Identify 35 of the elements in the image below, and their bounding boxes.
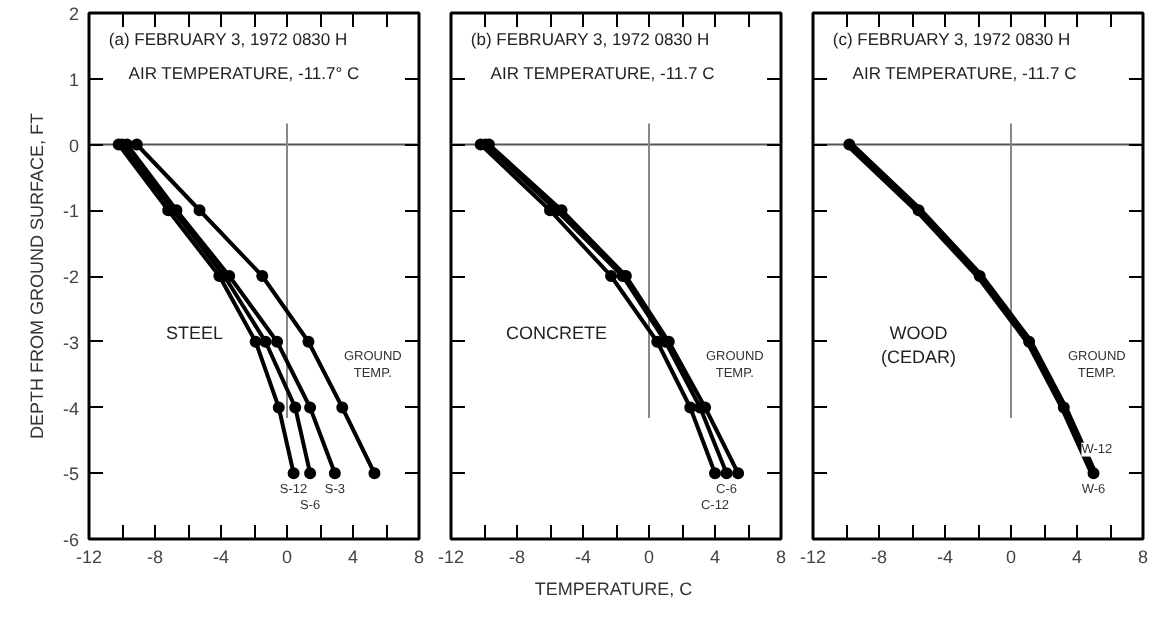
x-tick-label: -12 xyxy=(799,547,827,567)
x-tick-label: -8 xyxy=(509,547,526,567)
x-tick-label: 8 xyxy=(1137,547,1149,567)
x-tick-label: 4 xyxy=(709,547,721,567)
x-tick-label: -12 xyxy=(75,547,103,567)
x-axis-title: TEMPERATURE, C xyxy=(534,579,694,599)
x-tick-label: -4 xyxy=(213,547,230,567)
x-tick-label: -4 xyxy=(937,547,954,567)
x-tick-label: -4 xyxy=(575,547,592,567)
x-tick-label: 4 xyxy=(347,547,359,567)
y-tick-label: -4 xyxy=(63,398,80,419)
x-tick-label: -8 xyxy=(147,547,164,567)
annotation: CONCRETE xyxy=(506,323,608,344)
y-tick-label: -6 xyxy=(63,530,80,550)
x-tick-label: 0 xyxy=(1005,547,1017,567)
x-tick-label: 4 xyxy=(1071,547,1083,567)
x-tick-label: 8 xyxy=(413,547,425,567)
y-tick-label: 1 xyxy=(68,69,80,90)
y-tick-label: -5 xyxy=(63,464,80,485)
text: (c) FEBRUARY 3, 1972 0830 H AIR TEMPERATURE, -11.7 C xyxy=(832,29,1077,84)
y-tick-label: 0 xyxy=(68,135,80,156)
x-tick-label: 0 xyxy=(281,547,293,567)
y-tick-label: -2 xyxy=(63,267,80,287)
x-tick-label: 0 xyxy=(643,547,655,567)
y-tick-label: -1 xyxy=(63,201,80,222)
y-axis-title: DEPTH FROM GROUND SURFACE, FT xyxy=(27,111,47,439)
annotation: STEEL xyxy=(166,323,224,344)
text: (b) FEBRUARY 3, 1972 0830 H AIR TEMPERATURE, -11.7 C xyxy=(470,29,715,84)
text: (a) FEBRUARY 3, 1972 0830 H AIR TEMPERATURE, -11.7° C xyxy=(108,29,360,84)
x-tick-label: -12 xyxy=(437,547,465,567)
x-tick-label: 8 xyxy=(775,547,787,567)
x-tick-label: -8 xyxy=(871,547,888,567)
annotation: WOOD (CEDAR) xyxy=(881,323,957,368)
y-tick-label: 2 xyxy=(68,4,80,24)
y-tick-label: -3 xyxy=(63,332,80,353)
